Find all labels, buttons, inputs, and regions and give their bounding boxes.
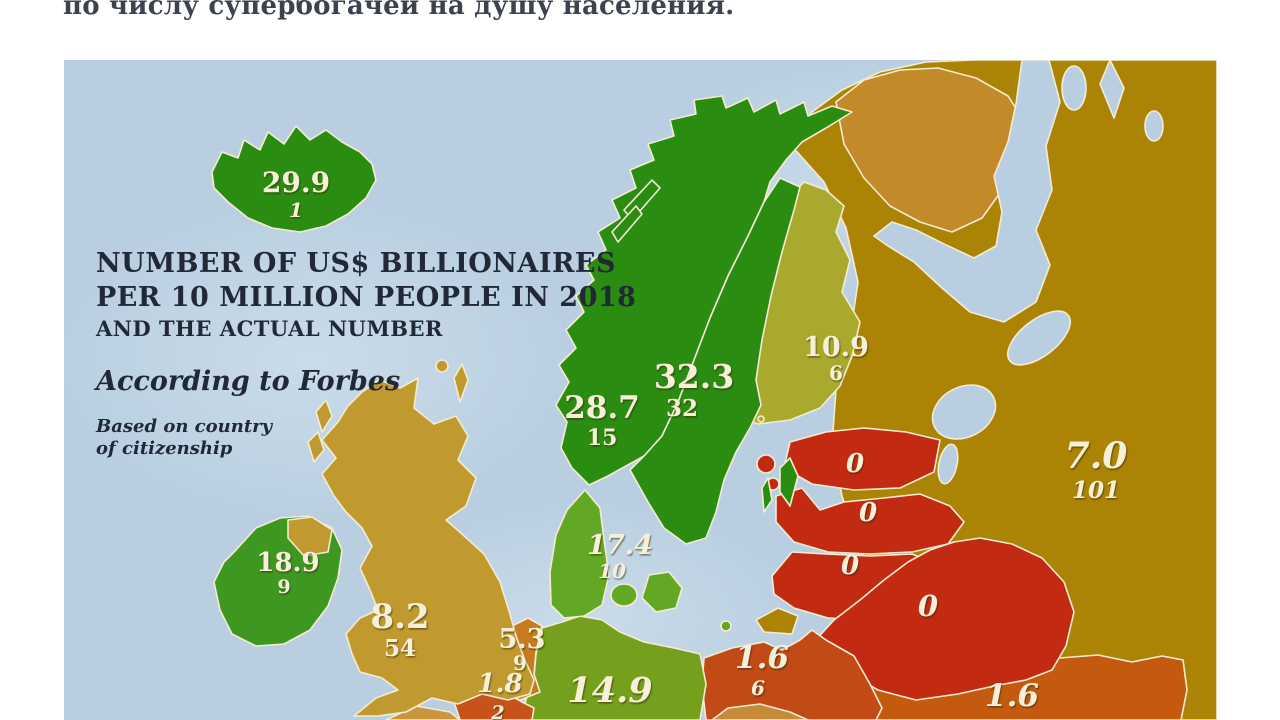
- country-estonia-shape: [756, 427, 941, 491]
- europe-billionaires-map: NUMBER OF US$ BILLIONAIRES PER 10 MILLIO…: [64, 60, 1217, 720]
- lake-ladoga: [931, 384, 997, 440]
- lofoten-islands: [611, 205, 643, 243]
- label-poland-value: 1.6: [735, 640, 789, 676]
- label-sweden-value: 32.3: [654, 357, 734, 396]
- label-denmark-count: 10: [598, 559, 626, 583]
- country-sweden-shape: [629, 177, 801, 545]
- label-iceland-value: 29.9: [262, 166, 330, 199]
- map-basis-line2: of citizenship: [96, 438, 233, 459]
- label-latvia-value: 0: [859, 498, 877, 528]
- label-norway-count: 15: [587, 425, 618, 451]
- label-netherlands-value: 5.3: [499, 624, 546, 655]
- label-netherlands-count: 9: [513, 651, 527, 675]
- label-finland-value: 10.9: [803, 332, 869, 363]
- country-iceland-shape: [211, 125, 377, 233]
- label-belgium-value: 1.8: [477, 669, 522, 699]
- country-czechia-shape: [711, 703, 809, 720]
- orkney-islands: [435, 359, 449, 373]
- lake-peipus: [937, 443, 959, 485]
- hebrides-islands: [307, 431, 325, 463]
- label-germany-value: 14.9: [567, 670, 652, 711]
- label-poland-count: 6: [751, 676, 765, 700]
- map-title-line1: NUMBER OF US$ BILLIONAIRES: [96, 248, 616, 279]
- country-uk-shape: [287, 359, 535, 717]
- label-denmark-value: 17.4: [587, 530, 653, 561]
- label-russia-value: 7.0: [1065, 435, 1128, 477]
- country-latvia-shape: [775, 487, 965, 555]
- label-russia-count: 101: [1072, 477, 1120, 504]
- map-canvas: NUMBER OF US$ BILLIONAIRES PER 10 MILLIO…: [64, 60, 1217, 720]
- map-title-line2: PER 10 MILLION PEOPLE IN 2018: [96, 282, 636, 313]
- region-kaliningrad-shape: [755, 607, 799, 635]
- label-ukraine-value: 1.6: [985, 678, 1039, 714]
- label-estonia-value: 0: [846, 449, 864, 479]
- label-uk-count: 54: [384, 635, 416, 662]
- label-norway-value: 28.7: [564, 390, 640, 426]
- label-finland-count: 6: [829, 361, 843, 385]
- oland-island: [761, 477, 773, 513]
- bornholm-island: [720, 620, 732, 632]
- country-denmark-shape: [549, 489, 732, 632]
- map-source: According to Forbes: [93, 366, 400, 397]
- label-lithuania-value: 0: [841, 551, 859, 581]
- label-belgium-count: 2: [490, 702, 504, 720]
- hebrides-islands: [315, 399, 333, 433]
- map-basis-line1: Based on country: [95, 416, 274, 437]
- label-ireland-value: 18.9: [256, 548, 319, 578]
- country-poland-shape: [701, 629, 883, 720]
- lakes-and-inlets: [931, 60, 1164, 485]
- gotland-island: [779, 457, 799, 507]
- label-sweden-count: 32: [666, 395, 698, 422]
- label-belarus-value: 0: [918, 589, 938, 623]
- lake-onega: [1007, 310, 1071, 366]
- northern-ireland-shape: [287, 516, 333, 557]
- country-belarus-shape: [811, 537, 1075, 701]
- label-uk-value: 8.2: [370, 597, 429, 637]
- map-title-line3: AND THE ACTUAL NUMBER: [95, 316, 443, 341]
- page-title: по числу супербогачей на душу населения.: [63, 0, 735, 21]
- label-iceland-count: 1: [289, 198, 303, 222]
- shetland-islands: [453, 363, 469, 403]
- white-sea: [873, 60, 1061, 323]
- label-ireland-count: 9: [277, 576, 290, 598]
